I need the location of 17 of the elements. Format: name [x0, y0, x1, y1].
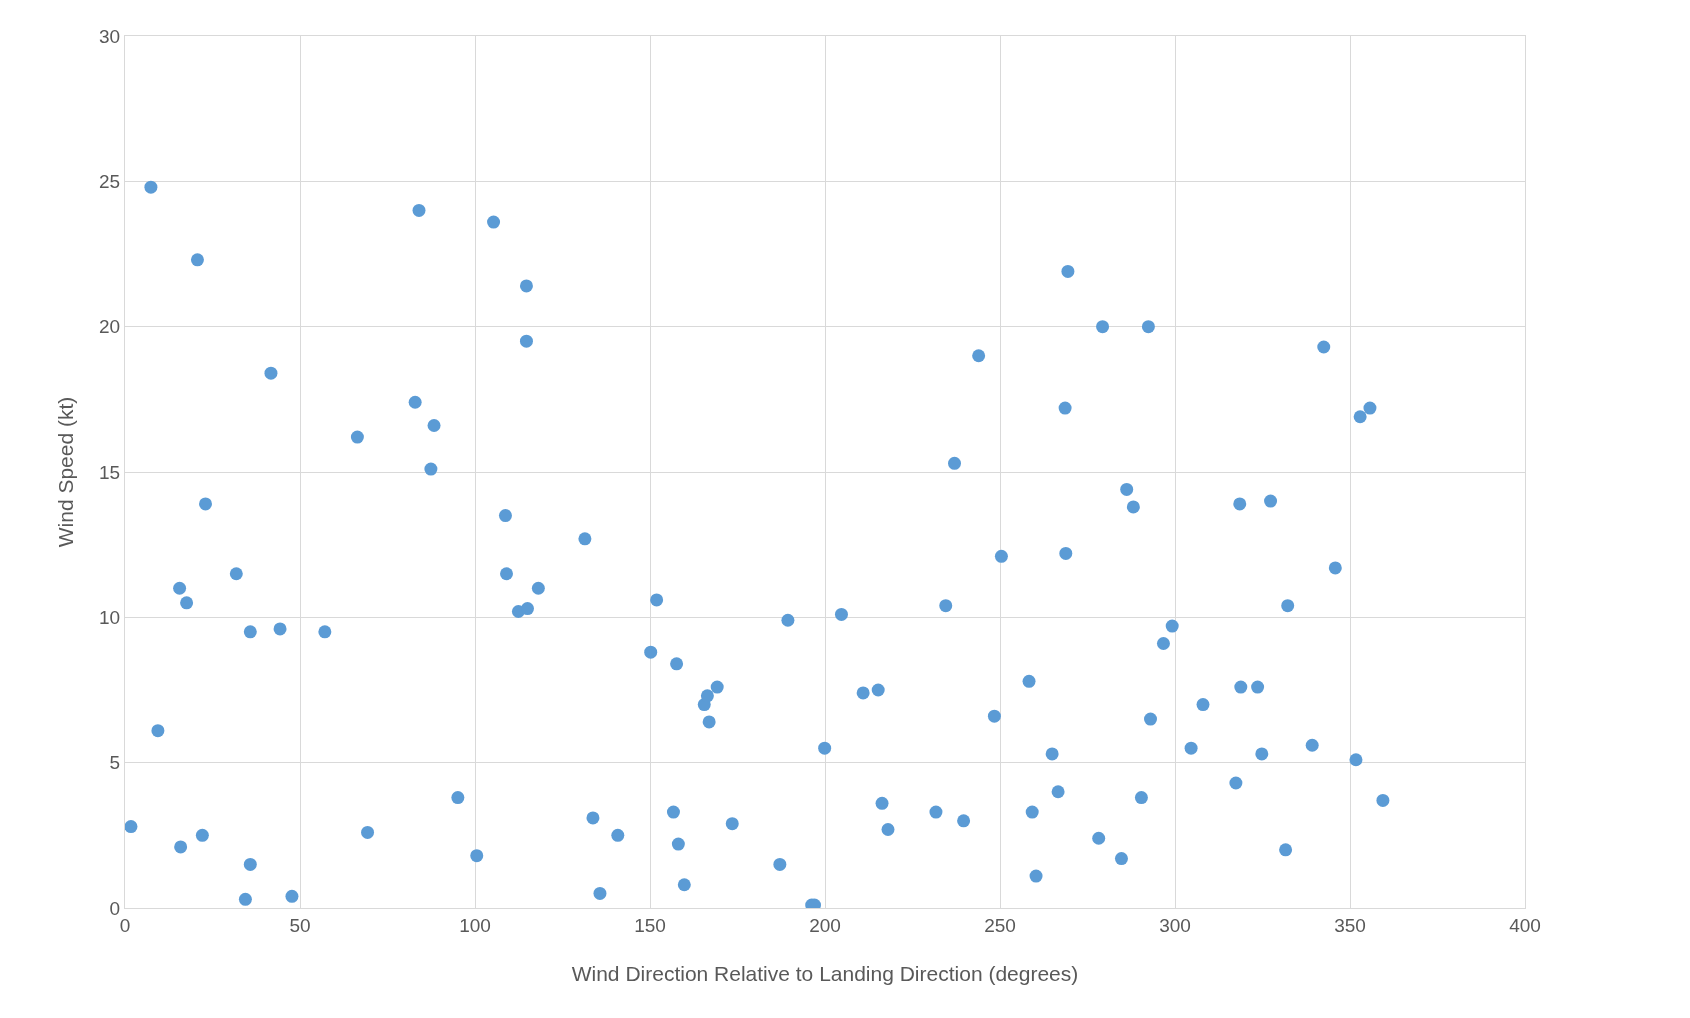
x-tick-label: 300: [1159, 914, 1191, 936]
x-tick-label: 350: [1334, 914, 1366, 936]
y-tick-label: 25: [99, 170, 121, 192]
x-tick-label: 100: [459, 914, 491, 936]
x-axis-title: Wind Direction Relative to Landing Direction (degrees): [571, 962, 1079, 985]
x-tick-label: 250: [984, 914, 1016, 936]
x-tick-label: 150: [634, 914, 666, 936]
y-tick-label: 10: [99, 606, 121, 628]
y-tick-label: 20: [99, 316, 121, 338]
y-axis-title: Wind Speed (kt): [54, 396, 77, 548]
x-tick-label: 50: [289, 914, 311, 936]
x-tick-label: 200: [809, 914, 841, 936]
y-tick-label: 15: [99, 461, 121, 483]
x-tick-label: 400: [1509, 914, 1541, 936]
y-tick-label: 5: [109, 752, 121, 774]
y-tick-label: 30: [99, 25, 121, 47]
y-tick-label: 0: [109, 897, 121, 919]
